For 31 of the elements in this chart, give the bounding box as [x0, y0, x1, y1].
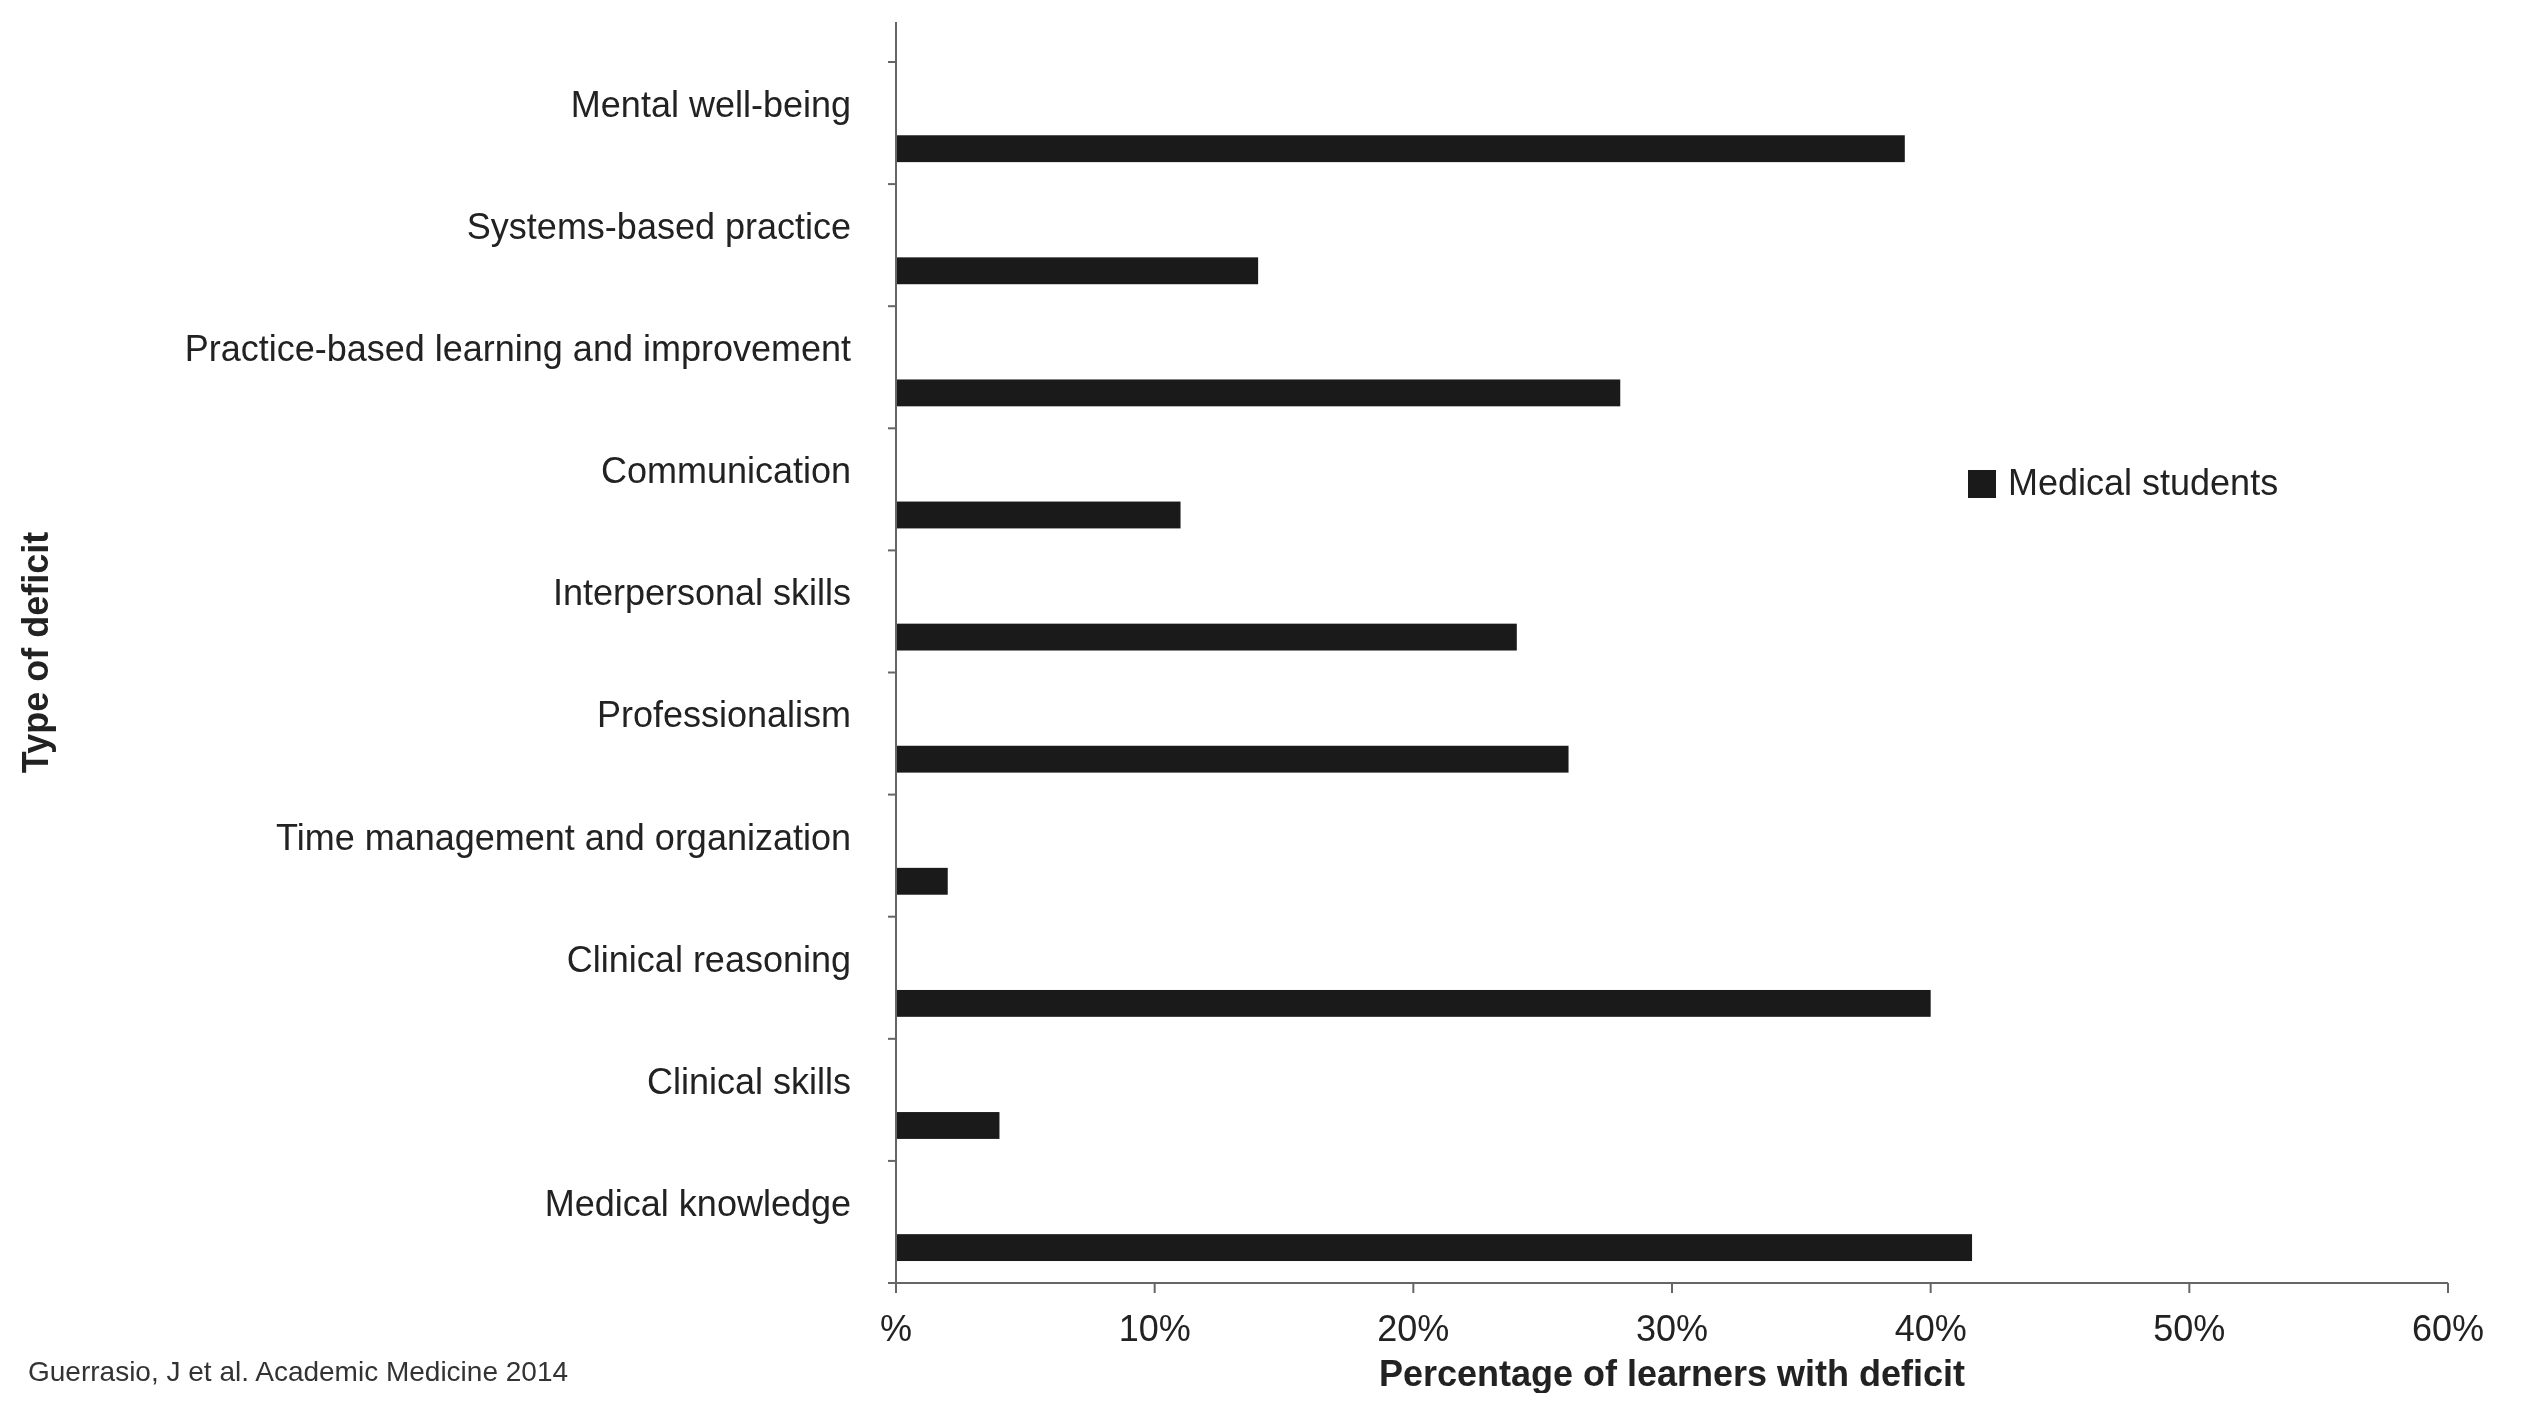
y-tick-label: Medical knowledge: [544, 1182, 851, 1224]
bar: [896, 745, 1569, 773]
y-tick-label: Communication: [600, 450, 851, 492]
y-tick-label: Time management and organization: [276, 816, 851, 858]
x-axis-title: Percentage of learners with deficit: [1378, 1353, 1966, 1394]
x-tick-label: 20%: [1377, 1308, 1450, 1349]
x-tick-label: 40%: [1894, 1308, 1967, 1349]
x-tick-label: 50%: [2153, 1308, 2226, 1349]
text: Guerrasio, J et al. Academic Medicine 2014: [28, 1356, 569, 1387]
legend-label: Medical students: [2008, 462, 2279, 503]
bar: [896, 623, 1517, 651]
x-tick-label: 10%: [1118, 1308, 1191, 1349]
x-tick-label: 30%: [1635, 1308, 1709, 1349]
y-tick-label: Interpersonal skills: [552, 572, 851, 614]
y-axis-title: Type of deficit: [15, 531, 56, 774]
bar: [896, 1112, 1000, 1139]
y-tick-label: Mental well-being: [570, 83, 851, 125]
bar: [896, 867, 948, 895]
bar: [896, 257, 1259, 285]
bar: [896, 135, 1905, 163]
y-tick-label: Practice-based learning and improvement: [184, 328, 851, 370]
y-tick-label: Systems-based practice: [466, 206, 851, 248]
bar: [896, 1234, 1973, 1262]
y-tick-label: Clinical reasoning: [566, 938, 851, 980]
x-tick-label: %: [879, 1308, 913, 1349]
bar: [896, 501, 1181, 529]
y-tick-label: Clinical skills: [646, 1060, 851, 1102]
x-tick-label: 60%: [2411, 1308, 2485, 1349]
bar: [896, 989, 1931, 1017]
y-tick-label: Professionalism: [596, 694, 851, 736]
bar: [896, 379, 1621, 407]
